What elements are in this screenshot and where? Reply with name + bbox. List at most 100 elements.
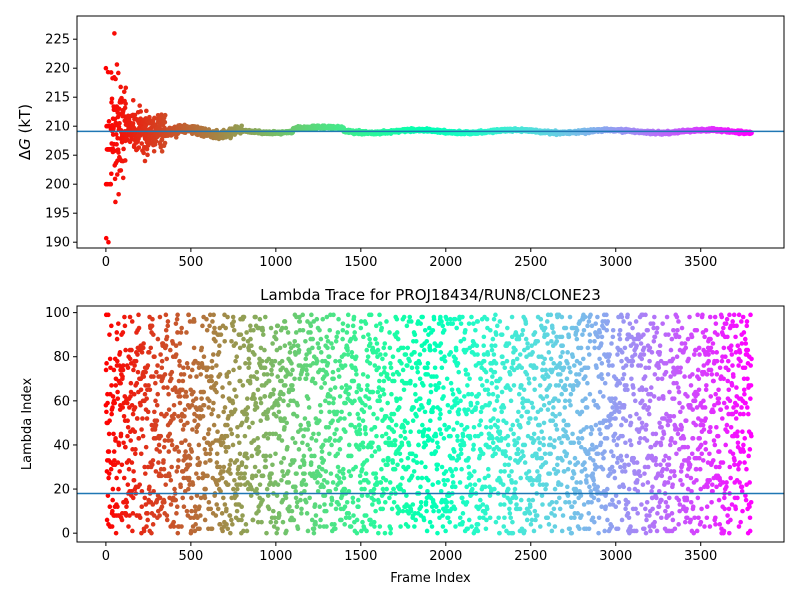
lambda-point [215,506,221,512]
lambda-point [144,524,149,529]
lambda-point [109,323,114,329]
lambda-point [211,400,216,406]
lambda-point [183,389,189,395]
lambda-point [195,455,201,461]
lambda-point [298,422,303,428]
lambda-point [184,394,189,399]
lambda-point [112,400,118,406]
lambda-point [111,431,116,437]
lambda-point [248,323,253,329]
lambda-point [265,416,270,421]
lambda-point [205,473,210,479]
lambda-point [131,391,137,397]
lambda-point [104,361,109,366]
lambda-point [178,330,184,335]
lambda-point [189,449,195,454]
lambda-point [177,358,182,364]
delta-g-plot: 0 500 1000 1500 2000 2500 3000 3500 19019520020… [16,15,785,270]
lambda-point [165,385,170,390]
lambda-point [126,466,132,472]
lambda-point [144,396,149,401]
lambda-point [104,517,110,523]
lambda-point [220,394,226,399]
lambda-point [119,462,125,468]
lambda-point [214,363,219,368]
lambda-point [209,526,215,532]
lambda-point [165,323,171,329]
lambda-point [109,383,114,388]
lambda-point [177,341,183,346]
lambda-point [120,330,126,335]
lambda-point [159,358,165,364]
lambda-point [182,407,188,412]
lambda-point [210,319,215,324]
delta-g-point [239,123,244,129]
lambda-point [267,475,273,481]
lambda-point [137,515,143,521]
delta-g-point [113,132,119,137]
x-tick-label: 2000 [429,255,462,270]
delta-g-point [106,119,112,124]
lambda-point [196,475,201,481]
delta-g-point [162,119,168,125]
lambda-point [118,431,124,437]
lambda-point [266,378,272,384]
delta-g-point [108,70,114,75]
lambda-point [171,524,177,529]
lambda-point [155,336,161,342]
lambda-point [226,466,232,472]
lambda-point [162,372,168,377]
delta-g-point [118,168,124,173]
lambda-point [279,477,284,483]
lambda-point [132,429,138,435]
lambda-point [231,327,237,333]
lambda-point [260,327,266,333]
lambda-point [191,389,196,395]
lambda-point [280,469,285,474]
lambda-point [150,316,155,322]
lambda-point [211,352,216,357]
lambda-point [243,522,249,527]
lambda-point [273,330,279,335]
lambda-point [239,504,244,510]
lambda-point [209,374,214,379]
lambda-point [173,352,179,357]
lambda-point [122,314,127,320]
lambda-point [139,350,145,355]
lambda-point [230,522,235,527]
lambda-point [273,336,279,342]
lambda-point [239,460,245,465]
lambda-point [116,321,121,326]
lambda-point [242,475,247,481]
lambda-point [161,458,166,463]
lambda-point [299,506,304,512]
lambda-point [230,314,236,320]
x-tick-label: 1000 [259,255,292,270]
lambda-point [184,361,190,366]
lambda-point [281,455,287,461]
lambda-point [185,365,191,371]
lambda-point [130,528,135,534]
lambda-point [222,405,228,410]
lambda-point [237,451,243,457]
lambda-point [269,471,274,476]
x-tick-label: 500 [178,255,203,270]
lambda-point [204,327,210,333]
lambda-point [106,471,112,476]
lambda-point [168,477,174,483]
lambda-point [283,383,288,388]
lambda-point [211,422,217,428]
lambda-point [253,400,259,406]
lambda-point [281,398,286,404]
lambda-point [222,502,228,507]
lambda-point [156,442,162,448]
lambda-point [187,462,193,468]
lambda-point [176,449,182,454]
lambda-point [282,343,288,349]
lambda-point [198,372,204,377]
lambda-point [143,471,148,476]
lambda-point [142,495,148,501]
x-tick-label: 3000 [599,255,632,270]
lambda-point [291,343,296,349]
